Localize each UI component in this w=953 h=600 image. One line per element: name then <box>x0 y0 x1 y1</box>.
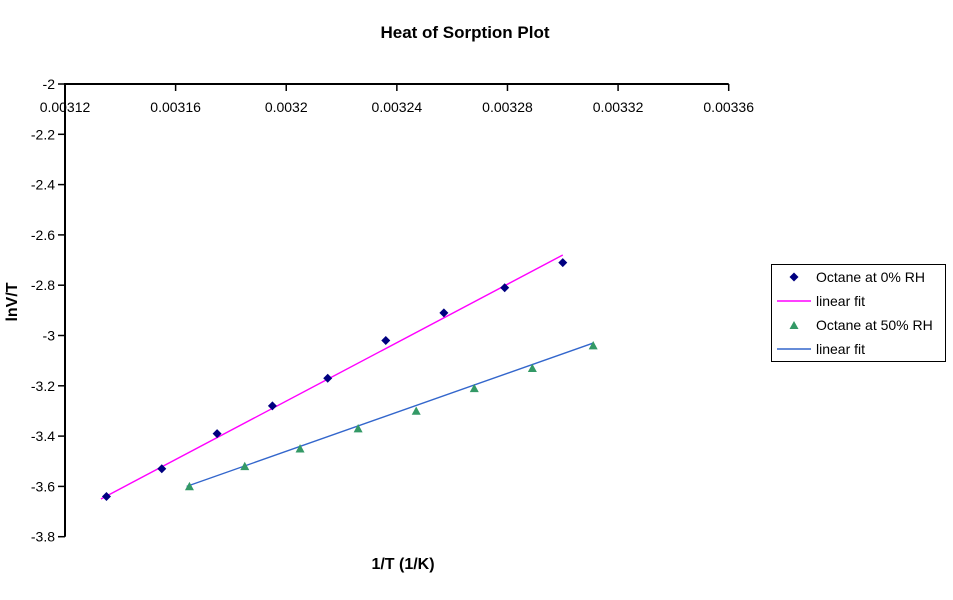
data-point-triangle <box>411 406 421 415</box>
legend-marker-line-icon <box>772 343 816 355</box>
legend-item: Octane at 50% RH <box>772 313 945 336</box>
x-tick-label: 0.0032 <box>265 99 308 115</box>
data-point-diamond <box>500 283 510 293</box>
data-point-triangle <box>240 461 250 471</box>
legend-marker-line-icon <box>772 295 816 307</box>
legend-marker-triangle-icon <box>772 319 816 331</box>
chart-title: Heat of Sorption Plot <box>380 23 550 42</box>
data-point-triangle <box>588 341 598 350</box>
data-point-diamond <box>157 464 167 474</box>
legend-item: linear fit <box>772 290 945 313</box>
x-tick-label: 0.00336 <box>703 99 754 115</box>
data-point-diamond <box>381 336 391 346</box>
data-point-triangle <box>527 363 537 372</box>
data-point-triangle <box>184 481 194 491</box>
y-tick-label: -2.2 <box>31 126 55 142</box>
triangle-icon <box>789 320 799 329</box>
data-point-diamond <box>439 308 449 318</box>
y-tick-label: -3.8 <box>31 529 55 545</box>
x-tick-label: 0.00316 <box>150 99 201 115</box>
data-point-diamond <box>267 401 277 411</box>
legend-marker-diamond-icon <box>772 271 816 283</box>
data-point-triangle <box>353 424 363 433</box>
fit-line <box>186 342 594 488</box>
legend-item: linear fit <box>772 337 945 360</box>
data-point-diamond <box>101 491 111 501</box>
data-point-triangle <box>295 444 305 453</box>
legend-item-label: Octane at 0% RH <box>816 269 925 286</box>
fit-line <box>100 254 564 500</box>
y-tick-label: -3.4 <box>31 428 55 444</box>
y-tick-label: -3.2 <box>31 378 55 394</box>
y-tick-label: -3 <box>43 328 56 344</box>
y-tick-label: -3.6 <box>31 478 55 494</box>
data-point-triangle <box>469 383 479 393</box>
x-axis-title: 1/T (1/K) <box>371 556 435 573</box>
y-tick-label: -2.8 <box>31 277 55 293</box>
y-tick-label: -2.6 <box>31 227 55 243</box>
y-axis-title: lnV/T <box>4 282 21 322</box>
data-point-diamond <box>323 373 333 383</box>
legend-item-label: linear fit <box>816 293 866 310</box>
legend-item: Octane at 0% RH <box>772 266 945 289</box>
legend: Octane at 0% RH linear fit Octane at 50%… <box>771 264 946 362</box>
data-point-diamond <box>212 429 222 439</box>
x-tick-label: 0.00312 <box>40 99 91 115</box>
x-tick-label: 0.00328 <box>482 99 533 115</box>
legend-item-label: linear fit <box>816 340 866 357</box>
legend-item-label: Octane at 50% RH <box>816 316 933 333</box>
data-point-diamond <box>558 258 568 268</box>
x-tick-label: 0.00324 <box>372 99 423 115</box>
x-tick-label: 0.00332 <box>593 99 644 115</box>
y-tick-label: -2 <box>43 76 56 92</box>
y-tick-label: -2.4 <box>31 177 55 193</box>
diamond-icon <box>789 272 799 282</box>
